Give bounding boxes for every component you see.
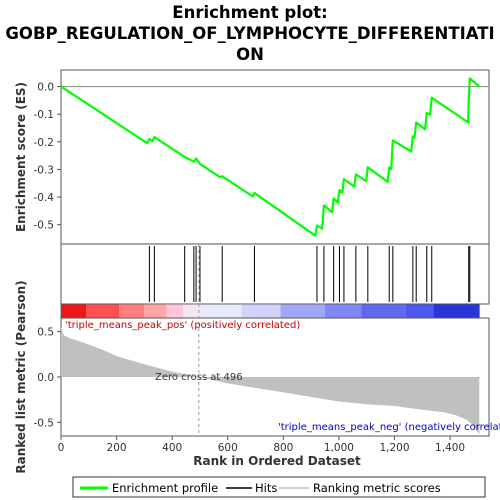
heatmap-segment bbox=[405, 304, 434, 318]
x-tick-label: 1,400 bbox=[435, 442, 465, 454]
legend-enrichment-label: Enrichment profile bbox=[112, 481, 218, 495]
x-tick-label: 400 bbox=[162, 442, 182, 454]
x-tick-label: 800 bbox=[273, 442, 293, 454]
es-tick-label: 0.0 bbox=[37, 82, 54, 94]
heatmap-segment bbox=[241, 304, 281, 318]
legend-hits-label: Hits bbox=[255, 481, 277, 495]
metric-tick-label: 0.5 bbox=[37, 327, 54, 339]
es-tick-label: -0.5 bbox=[34, 220, 55, 232]
x-tick-label: 1,000 bbox=[324, 442, 354, 454]
x-tick-label: 600 bbox=[218, 442, 238, 454]
heatmap-segment bbox=[280, 304, 326, 318]
zero-cross-label: Zero cross at 496 bbox=[155, 372, 243, 383]
heatmap-segment bbox=[86, 304, 120, 318]
metric-tick-label: -0.5 bbox=[34, 417, 55, 429]
es-tick-label: -0.4 bbox=[34, 192, 55, 204]
negative-correlation-label: 'triple_means_peak_neg' (negatively corr… bbox=[278, 422, 500, 433]
enrichment-profile-line bbox=[60, 77, 481, 237]
heatmap-segment bbox=[166, 304, 184, 318]
heatmap-segment bbox=[198, 304, 242, 318]
heatmap-segment bbox=[119, 304, 145, 318]
es-y-axis: 0.0 -0.1 -0.2 -0.3 -0.4 -0.5 bbox=[34, 82, 61, 232]
es-panel bbox=[60, 69, 490, 245]
x-tick-label: 200 bbox=[107, 442, 127, 454]
hits-panel bbox=[60, 243, 490, 305]
metric-y-axis-label: Ranked list metric (Pearson) bbox=[14, 280, 28, 473]
chart-title-line1: Enrichment plot: bbox=[172, 3, 327, 22]
es-tick-label: -0.2 bbox=[34, 137, 55, 149]
legend-box bbox=[72, 476, 486, 498]
chart-title-line2: GOBP_REGULATION_OF_LYMPHOCYTE_DIFFERENTI… bbox=[5, 24, 494, 43]
heatmap-segment bbox=[183, 304, 199, 318]
ranked-list-heatmap-bar bbox=[60, 303, 480, 319]
metric-tick-label: 0.0 bbox=[37, 372, 54, 384]
legend: Enrichment profile Hits Ranking metric s… bbox=[72, 476, 486, 498]
x-axis-label: Rank in Ordered Dataset bbox=[193, 454, 361, 468]
es-tick-label: -0.1 bbox=[34, 109, 55, 121]
positive-correlation-label: 'triple_means_peak_pos' (positively corr… bbox=[65, 320, 300, 331]
heatmap-segment bbox=[61, 304, 87, 318]
x-axis: 0 200 400 600 800 1,000 1,200 1,400 bbox=[58, 436, 465, 454]
heatmap-segment bbox=[433, 304, 480, 318]
heatmap-segment bbox=[361, 304, 406, 318]
legend-metric-label: Ranking metric scores bbox=[313, 481, 441, 495]
metric-y-axis: 0.5 0.0 -0.5 bbox=[34, 327, 61, 429]
es-y-axis-label: Enrichment score (ES) bbox=[14, 82, 28, 232]
es-tick-label: -0.3 bbox=[34, 164, 55, 176]
x-tick-label: 0 bbox=[58, 442, 65, 454]
chart-title-line3: ON bbox=[236, 45, 264, 64]
hits-markers bbox=[148, 246, 471, 302]
heatmap-segment bbox=[325, 304, 362, 318]
x-tick-label: 1,200 bbox=[379, 442, 409, 454]
heatmap-segment bbox=[144, 304, 167, 318]
ranking-metric-area bbox=[61, 327, 480, 435]
